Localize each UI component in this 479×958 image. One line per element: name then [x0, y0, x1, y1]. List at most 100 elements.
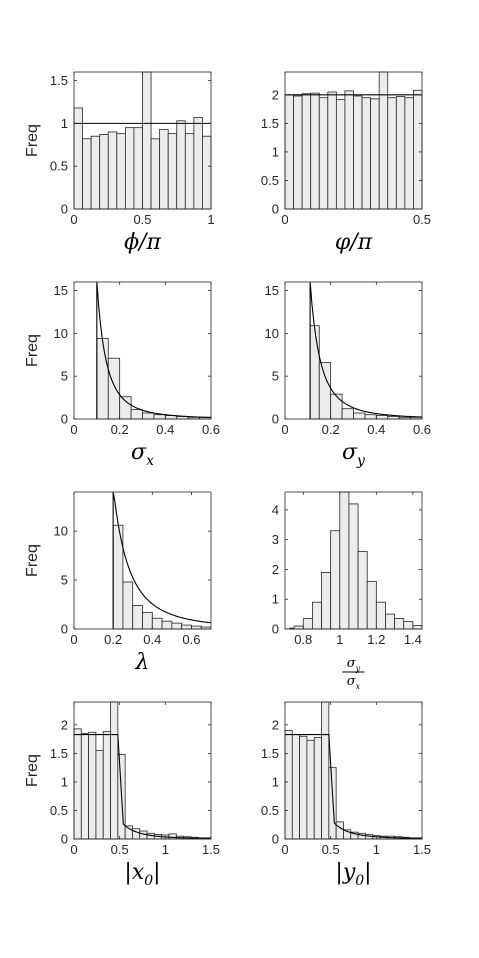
histogram-bar	[311, 601, 322, 630]
y-tick-label: 0	[61, 412, 68, 427]
histogram-bar	[366, 580, 377, 630]
histogram-bar	[413, 89, 423, 210]
x-tick-label: 0	[70, 842, 77, 857]
histogram-bar	[327, 91, 337, 210]
histogram-bar	[313, 736, 322, 840]
y-axis-label: Freq	[24, 754, 41, 787]
histogram-bar	[184, 133, 195, 210]
histogram-bar	[107, 357, 121, 420]
histogram-bar	[309, 325, 320, 420]
chart-8: 0 0.5 1 1.5 0 0.5 1 1.5 2 |y0|	[261, 701, 431, 889]
histogram-bar	[387, 97, 397, 210]
histogram-bar	[339, 491, 350, 630]
y-tick-label: 5	[61, 573, 68, 588]
histogram-bar	[330, 530, 341, 630]
y-tick-label: 2	[61, 717, 68, 732]
histogram-bar	[88, 731, 97, 840]
histogram-bar	[293, 625, 304, 630]
histogram-bar	[90, 135, 101, 210]
histogram-bar	[159, 128, 169, 210]
y-tick-label: 5	[61, 369, 68, 384]
histogram-bar	[202, 135, 212, 210]
y-tick-label: 0	[272, 622, 279, 637]
histogram-bar	[361, 97, 372, 210]
histogram-bar	[133, 127, 143, 210]
chart-2: 0 0.5 0 0.5 1 1.5 2 φ/π	[261, 71, 431, 255]
y-axis-label: Freq	[24, 544, 41, 577]
histogram-bar	[330, 393, 343, 420]
histogram-bar	[318, 97, 329, 210]
histogram-bar	[167, 133, 178, 210]
y-tick-label: 1	[61, 116, 68, 131]
histogram-bar	[150, 138, 161, 210]
histogram-bar	[130, 409, 143, 420]
x-tick-label: 0	[70, 632, 77, 647]
y-tick-label: 15	[54, 283, 68, 298]
x-tick-label: 0.2	[111, 422, 129, 437]
x-tick-label: 0.4	[367, 422, 385, 437]
y-tick-label: 1.5	[50, 73, 68, 88]
x-tick-label: 0.4	[156, 422, 174, 437]
histogram-bar	[110, 701, 119, 840]
histogram-bar	[116, 133, 126, 210]
y-tick-label: 0	[61, 622, 68, 637]
histogram-bar	[107, 131, 118, 210]
x-tick-label: 1	[373, 842, 380, 857]
x-axis-label: |x0|	[124, 860, 160, 889]
histogram-bar	[99, 134, 109, 210]
histogram-bar	[80, 732, 90, 840]
x-axis-label-denominator: σx	[347, 674, 361, 691]
histogram-bar	[310, 92, 320, 210]
y-tick-label: 0	[272, 832, 279, 847]
x-axis-label: φ/π	[335, 230, 373, 255]
y-tick-label: 2	[272, 87, 279, 102]
x-axis-label: ϕ/π	[124, 230, 161, 255]
x-tick-label: 1.4	[404, 632, 422, 647]
fit-curve	[309, 281, 423, 419]
y-tick-label: 1.5	[261, 746, 279, 761]
histogram-bar	[102, 731, 111, 840]
y-tick-label: 1	[61, 774, 68, 789]
x-tick-label: 0.8	[294, 632, 312, 647]
histogram-bar	[168, 833, 177, 840]
histogram-bar	[348, 503, 359, 630]
axes-frame	[284, 491, 423, 630]
x-axis-label: σx	[131, 440, 154, 469]
x-tick-label: 1	[207, 212, 214, 227]
y-tick-label: 0	[272, 412, 279, 427]
x-tick-label: 0.5	[322, 842, 340, 857]
x-tick-label: 0.6	[202, 422, 220, 437]
y-tick-label: 0.5	[261, 803, 279, 818]
histogram-bar	[378, 71, 389, 210]
y-tick-label: 1	[272, 774, 279, 789]
histogram-bar	[321, 572, 332, 630]
axes-frame	[73, 491, 212, 630]
x-tick-label: 0.2	[322, 422, 340, 437]
histogram-bar	[73, 728, 82, 840]
chart-1: 0 0.5 1 0 0.5 1 1.5 Freq ϕ/π	[24, 71, 215, 255]
y-tick-label: 0.5	[261, 173, 279, 188]
histogram-bar	[95, 750, 104, 840]
histogram-bar	[321, 701, 330, 840]
y-tick-label: 4	[272, 502, 279, 517]
x-tick-label: 0.5	[413, 212, 431, 227]
histogram-bar	[375, 601, 386, 630]
x-tick-label: 1	[336, 632, 343, 647]
x-tick-label: 0.5	[133, 212, 151, 227]
y-tick-label: 5	[272, 369, 279, 384]
histogram-bar	[142, 71, 152, 210]
histogram-bar	[353, 95, 363, 210]
fit-curve	[112, 491, 212, 629]
histogram-bar	[142, 412, 155, 420]
histogram-bar	[412, 625, 423, 630]
histogram-bar	[328, 767, 337, 840]
y-axis-label: Freq	[24, 334, 41, 367]
y-tick-label: 0	[61, 832, 68, 847]
y-tick-label: 15	[265, 283, 279, 298]
y-tick-label: 10	[54, 524, 68, 539]
axes-frame	[284, 71, 423, 210]
histogram-bar	[318, 362, 332, 420]
chart-3: 0 0.2 0.4 0.6 0 5 10 15 Freq σx	[24, 281, 220, 469]
